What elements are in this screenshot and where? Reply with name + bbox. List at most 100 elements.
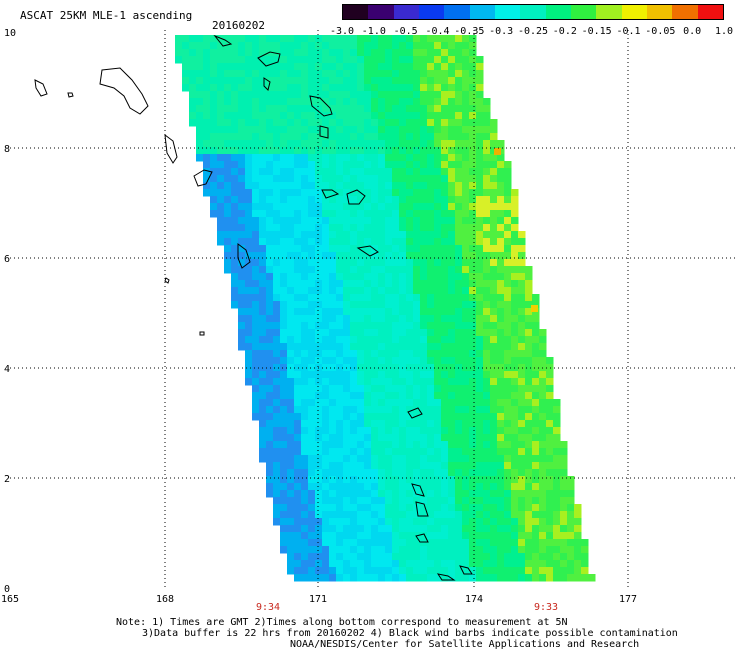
swath-cell bbox=[336, 392, 344, 400]
swath-cell bbox=[315, 385, 323, 393]
swath-cell bbox=[252, 35, 260, 43]
swath-cell bbox=[322, 294, 330, 302]
swath-cell bbox=[364, 259, 372, 267]
swath-cell bbox=[413, 112, 421, 120]
swath-cell bbox=[336, 42, 344, 50]
swath-cell bbox=[357, 42, 365, 50]
swath-cell bbox=[469, 154, 477, 162]
swath-cell bbox=[378, 378, 386, 386]
swath-cell bbox=[525, 518, 533, 526]
swath-cell bbox=[518, 357, 526, 365]
swath-cell bbox=[315, 441, 323, 449]
swath-cell bbox=[434, 266, 442, 274]
swath-cell bbox=[280, 357, 288, 365]
swath-cell bbox=[364, 105, 372, 113]
swath-cell bbox=[546, 567, 554, 575]
swath-cell bbox=[301, 434, 309, 442]
swath-cell bbox=[336, 399, 344, 407]
swath-cell bbox=[301, 343, 309, 351]
swath-cell bbox=[259, 49, 267, 57]
swath-cell bbox=[378, 511, 386, 519]
swath-cell bbox=[469, 49, 477, 57]
island-outline bbox=[34, 79, 48, 97]
swath-cell bbox=[406, 392, 414, 400]
swath-cell bbox=[294, 161, 302, 169]
swath-cell bbox=[476, 378, 484, 386]
swath-cell bbox=[294, 329, 302, 337]
swath-cell bbox=[441, 210, 449, 218]
swath-cell bbox=[280, 462, 288, 470]
swath-cell bbox=[392, 532, 400, 540]
swath-cell bbox=[420, 490, 428, 498]
swath-cell bbox=[273, 77, 281, 85]
island-outline bbox=[411, 483, 425, 497]
swath-cell bbox=[315, 322, 323, 330]
swath-cell bbox=[322, 231, 330, 239]
swath-cell bbox=[525, 455, 533, 463]
swath-cell bbox=[287, 427, 295, 435]
swath-cell bbox=[336, 567, 344, 575]
swath-cell bbox=[322, 574, 330, 582]
swath-cell bbox=[567, 553, 575, 561]
swath-cell bbox=[413, 154, 421, 162]
swath-cell bbox=[350, 91, 358, 99]
swath-cell bbox=[287, 350, 295, 358]
swath-cell bbox=[287, 70, 295, 78]
swath-cell bbox=[462, 77, 470, 85]
swath-cell bbox=[448, 343, 456, 351]
swath-cell bbox=[427, 441, 435, 449]
swath-cell bbox=[490, 182, 498, 190]
swath-cell bbox=[574, 560, 582, 568]
swath-cell bbox=[259, 455, 267, 463]
swath-cell bbox=[378, 259, 386, 267]
swath-cell bbox=[203, 77, 211, 85]
swath-cell bbox=[385, 35, 393, 43]
swath-cell bbox=[441, 560, 449, 568]
colorbar-tick-label: 0.0 bbox=[683, 26, 702, 37]
swath-cell bbox=[413, 357, 421, 365]
swath-cell bbox=[336, 469, 344, 477]
swath-cell bbox=[371, 49, 379, 57]
swath-cell bbox=[511, 490, 519, 498]
swath-cell bbox=[364, 147, 372, 155]
swath-cell bbox=[322, 420, 330, 428]
swath-cell bbox=[322, 455, 330, 463]
swath-cell bbox=[455, 343, 463, 351]
swath-cell bbox=[392, 168, 400, 176]
swath-cell bbox=[343, 483, 351, 491]
swath-cell bbox=[490, 175, 498, 183]
island-outline bbox=[164, 133, 178, 164]
swath-cell bbox=[371, 483, 379, 491]
swath-cell bbox=[315, 126, 323, 134]
swath-cell bbox=[588, 574, 596, 582]
swath-cell bbox=[427, 406, 435, 414]
footnote-line-1: Note: 1) Times are GMT 2)Times along bot… bbox=[116, 617, 568, 628]
swath-cell bbox=[357, 98, 365, 106]
swath-cell bbox=[308, 532, 316, 540]
swath-cell bbox=[525, 441, 533, 449]
swath-cell bbox=[434, 301, 442, 309]
swath-cell bbox=[406, 35, 414, 43]
swath-cell bbox=[441, 357, 449, 365]
swath-cell bbox=[525, 385, 533, 393]
swath-cell bbox=[504, 336, 512, 344]
swath-cell bbox=[448, 133, 456, 141]
swath-cell bbox=[224, 49, 232, 57]
swath-cell bbox=[518, 371, 526, 379]
swath-cell bbox=[308, 413, 316, 421]
swath-cell bbox=[280, 245, 288, 253]
swath-cell bbox=[343, 462, 351, 470]
swath-cell bbox=[427, 343, 435, 351]
swath-cell bbox=[469, 413, 477, 421]
swath-cell bbox=[182, 84, 190, 92]
swath-cell bbox=[280, 203, 288, 211]
swath-cell bbox=[406, 560, 414, 568]
swath-cell bbox=[483, 518, 491, 526]
swath-cell bbox=[427, 567, 435, 575]
swath-cell bbox=[441, 294, 449, 302]
swath-cell bbox=[476, 511, 484, 519]
swath-cell bbox=[259, 252, 267, 260]
swath-cell bbox=[420, 413, 428, 421]
swath-cell bbox=[504, 427, 512, 435]
swath-cell bbox=[462, 427, 470, 435]
